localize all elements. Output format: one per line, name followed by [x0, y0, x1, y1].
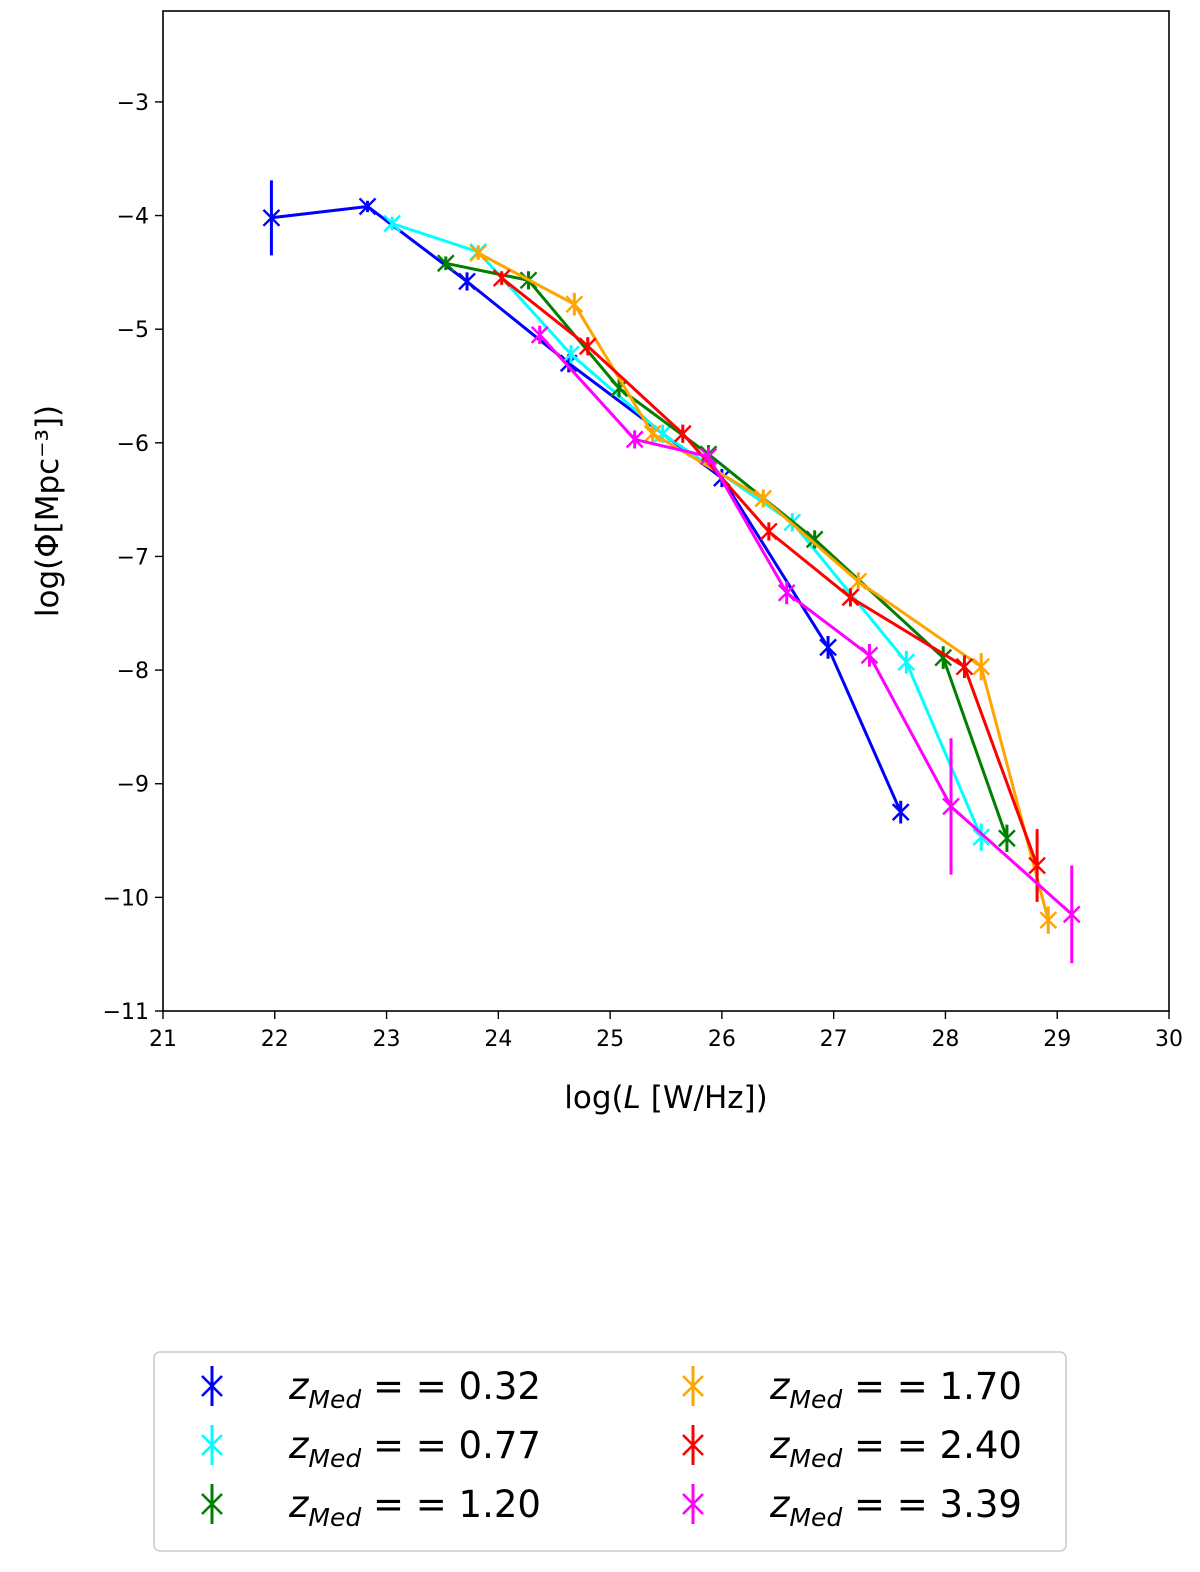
- data-point-marker: [849, 572, 868, 591]
- y-tick-label: −5: [117, 318, 149, 343]
- data-point-marker: [942, 797, 960, 816]
- y-tick-label: −7: [117, 545, 149, 570]
- data-point-marker: [1039, 911, 1058, 929]
- legend-handle-marker: [682, 1375, 704, 1397]
- data-point-marker: [1062, 905, 1081, 924]
- y-tick-label: −6: [117, 432, 149, 457]
- data-point-marker: [458, 272, 476, 291]
- y-tick-label: −10: [103, 886, 149, 911]
- data-point-marker: [530, 326, 549, 344]
- x-tick-label: 26: [708, 1027, 736, 1052]
- data-point-marker: [972, 657, 991, 676]
- x-tick-label: 29: [1043, 1027, 1071, 1052]
- data-point-marker: [897, 653, 916, 671]
- y-tick-label: −11: [103, 1000, 149, 1025]
- plot-frame: [162, 10, 1170, 1012]
- y-tick-label: −4: [117, 205, 149, 230]
- x-tick-label: 22: [261, 1027, 289, 1052]
- data-point-marker: [625, 430, 644, 449]
- data-point-marker: [891, 803, 910, 821]
- legend-label: zMed = = 0.77: [288, 1424, 541, 1473]
- legend-handle-marker: [201, 1493, 223, 1515]
- legend-label: zMed = = 0.32: [288, 1365, 541, 1414]
- data-point-marker: [383, 214, 401, 233]
- legend: zMed = = 0.32 zMed = = 0.77 zMed = = 1.20 z…: [153, 1351, 1067, 1552]
- legend-label: zMed = = 1.20: [288, 1483, 541, 1532]
- x-tick-label: 28: [931, 1027, 959, 1052]
- series-4: [492, 269, 1046, 902]
- y-tick-label: −9: [117, 773, 149, 798]
- legend-handle-marker: [201, 1375, 223, 1397]
- x-tick-label: 24: [484, 1027, 512, 1052]
- data-point-marker: [562, 345, 580, 364]
- data-point-marker: [565, 295, 584, 314]
- legend-entry: zMed = = 0.32: [201, 1365, 541, 1414]
- series-layer: [262, 180, 1081, 964]
- series-3: [469, 244, 1058, 934]
- series-line: [538, 333, 1073, 916]
- x-tick-label: 27: [820, 1027, 848, 1052]
- legend-frame: [153, 1351, 1067, 1552]
- data-point-marker: [492, 269, 511, 287]
- data-point-marker: [358, 197, 377, 216]
- legend-entry: zMed = = 1.20: [201, 1483, 541, 1532]
- series-line: [271, 205, 903, 813]
- data-point-marker: [262, 208, 281, 227]
- data-point-marker: [972, 828, 991, 846]
- legend-label: zMed = = 3.39: [769, 1483, 1022, 1532]
- data-point-marker: [1028, 856, 1046, 875]
- legend-handle-marker: [682, 1493, 704, 1515]
- data-point-marker: [955, 657, 974, 676]
- legend-label: zMed = = 2.40: [769, 1424, 1022, 1473]
- legend-entry: zMed = = 0.77: [201, 1424, 541, 1473]
- series-line: [391, 222, 983, 838]
- x-axis-ticks: 21 22 23 24 25 26 27 28 29 30: [149, 1011, 1183, 1052]
- data-point-marker: [699, 447, 718, 466]
- legend-entry: zMed = = 3.39: [682, 1483, 1022, 1532]
- data-point-marker: [841, 588, 860, 607]
- data-point-marker: [759, 522, 778, 541]
- legend-entries: zMed = = 0.32 zMed = = 0.77 zMed = = 1.20 z…: [201, 1365, 1022, 1532]
- data-point-marker: [469, 244, 488, 262]
- data-point-marker: [436, 254, 455, 273]
- data-point-marker: [643, 424, 662, 443]
- x-tick-label: 23: [373, 1027, 401, 1052]
- data-point-marker: [578, 337, 597, 356]
- x-axis-label: log(L [W/Hz]): [564, 1080, 767, 1116]
- x-tick-label: 25: [596, 1027, 624, 1052]
- legend-entry: zMed = = 2.40: [682, 1424, 1022, 1473]
- data-point-marker: [610, 379, 628, 398]
- y-axis-ticks: −11 −10 −9 −8 −7 −6 −5 −4 −3: [103, 91, 163, 1025]
- legend-label: zMed = = 1.70: [769, 1365, 1022, 1414]
- data-point-marker: [754, 489, 773, 508]
- y-tick-label: −8: [117, 659, 149, 684]
- y-axis-label: log(Φ[Mpc⁻³]): [30, 405, 66, 617]
- data-point-marker: [819, 638, 837, 657]
- x-tick-label: 21: [149, 1027, 177, 1052]
- legend-handle-marker: [201, 1434, 223, 1456]
- legend-handle-marker: [682, 1434, 704, 1456]
- x-tick-label: 30: [1155, 1027, 1183, 1052]
- data-point-marker: [805, 530, 824, 549]
- series-5: [530, 325, 1081, 964]
- y-tick-label: −3: [117, 91, 149, 116]
- legend-entry: zMed = = 1.70: [682, 1365, 1022, 1414]
- data-point-marker: [777, 583, 796, 602]
- data-point-marker: [998, 829, 1016, 848]
- data-point-marker: [673, 424, 692, 443]
- series-0: [262, 180, 910, 824]
- series-1: [383, 214, 991, 851]
- data-point-marker: [860, 646, 879, 665]
- series-line: [477, 251, 1050, 921]
